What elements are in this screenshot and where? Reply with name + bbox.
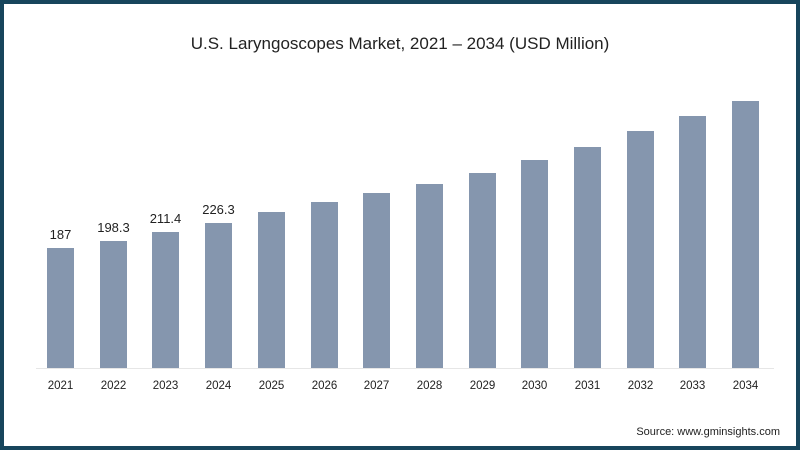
bar-2025 [258, 212, 285, 368]
x-tick-2022: 2022 [100, 380, 127, 392]
bar-2022 [100, 241, 127, 368]
x-tick-2025: 2025 [258, 380, 285, 392]
bar-2028 [416, 184, 443, 368]
x-tick-2023: 2023 [152, 380, 179, 392]
x-tick-2028: 2028 [416, 380, 443, 392]
bar-2021 [47, 248, 74, 368]
x-tick-2032: 2032 [627, 380, 654, 392]
x-tick-2034: 2034 [732, 380, 759, 392]
bar-2031 [574, 147, 601, 368]
bar-2033 [679, 116, 706, 368]
x-tick-2030: 2030 [521, 380, 548, 392]
bar-2026 [311, 202, 338, 368]
x-tick-2027: 2027 [363, 380, 390, 392]
x-axis-line [36, 368, 774, 369]
bar-2030 [521, 160, 548, 368]
x-tick-2021: 2021 [47, 380, 74, 392]
chart-frame [4, 4, 796, 446]
source-note: Source: www.gminsights.com [636, 426, 780, 438]
value-label-2024: 226.3 [202, 202, 235, 217]
value-label-2021: 187 [49, 227, 72, 242]
bar-2029 [469, 173, 496, 368]
bar-2034 [732, 101, 759, 368]
chart-title: U.S. Laryngoscopes Market, 2021 – 2034 (… [190, 34, 610, 53]
x-tick-2031: 2031 [574, 380, 601, 392]
bar-2032 [627, 131, 654, 368]
bar-2024 [205, 223, 232, 368]
x-tick-2029: 2029 [469, 380, 496, 392]
bar-2023 [152, 232, 179, 368]
x-tick-2026: 2026 [311, 380, 338, 392]
bar-2027 [363, 193, 390, 368]
value-label-2022: 198.3 [97, 220, 130, 235]
x-tick-2033: 2033 [679, 380, 706, 392]
x-tick-2024: 2024 [205, 380, 232, 392]
value-label-2023: 211.4 [149, 211, 182, 226]
